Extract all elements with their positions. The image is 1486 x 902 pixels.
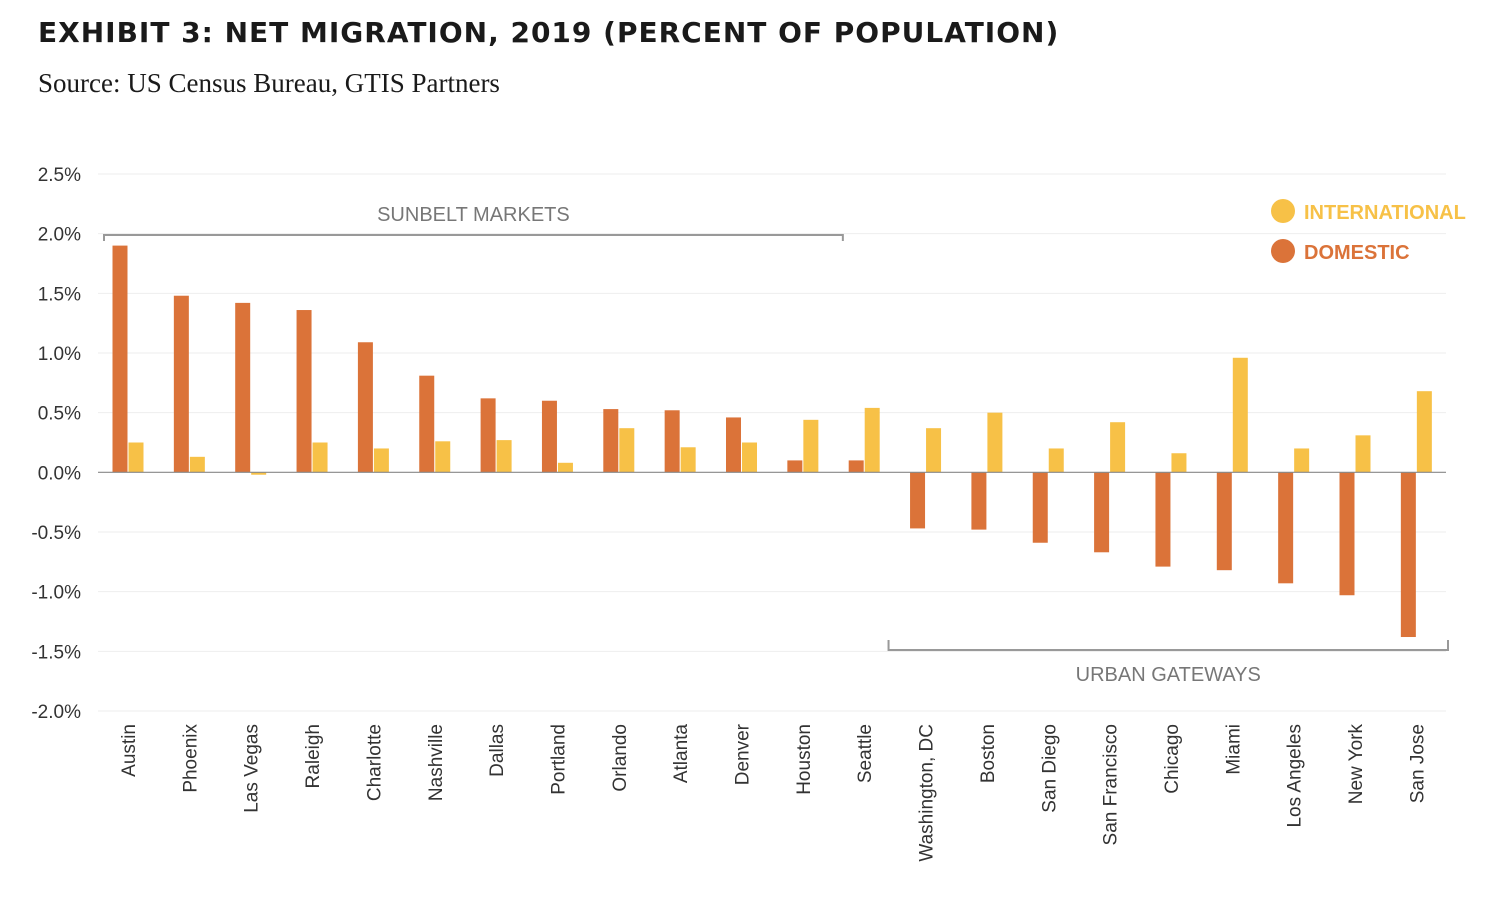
category-label: Denver bbox=[733, 723, 754, 785]
domestic-bar bbox=[296, 310, 312, 473]
legend-swatch bbox=[1271, 199, 1295, 223]
legend-label: DOMESTIC bbox=[1304, 242, 1410, 264]
domestic-bar bbox=[664, 410, 680, 473]
category-label: Dallas bbox=[487, 724, 508, 777]
sunbelt-label: SUNBELT MARKETS bbox=[377, 204, 570, 226]
international-bar bbox=[189, 456, 205, 473]
category-label: Seattle bbox=[855, 724, 876, 783]
international-bar bbox=[1048, 448, 1064, 473]
international-bar bbox=[619, 428, 635, 473]
international-bar bbox=[251, 472, 267, 475]
y-tick-label: -2.0% bbox=[31, 702, 81, 723]
international-bar bbox=[803, 419, 819, 473]
international-bar bbox=[864, 407, 880, 473]
domestic-bar bbox=[1278, 472, 1294, 584]
y-tick-label: -1.0% bbox=[31, 583, 81, 604]
domestic-bar bbox=[419, 375, 435, 473]
y-tick-label: 0.0% bbox=[38, 463, 81, 484]
international-bar bbox=[496, 440, 512, 473]
y-tick-label: 1.0% bbox=[38, 344, 81, 365]
category-label: Orlando bbox=[610, 724, 631, 792]
domestic-bar bbox=[1216, 472, 1232, 571]
domestic-bar bbox=[480, 398, 496, 473]
domestic-bar bbox=[1094, 472, 1110, 553]
category-label: San Francisco bbox=[1101, 724, 1122, 845]
y-tick-label: 1.5% bbox=[38, 284, 81, 305]
domestic-bar bbox=[357, 342, 373, 473]
domestic-bar bbox=[112, 245, 128, 473]
category-label: Atlanta bbox=[671, 724, 692, 784]
urban-gateways-label: URBAN GATEWAYS bbox=[1076, 664, 1261, 686]
domestic-bar bbox=[1400, 472, 1416, 638]
legend-label: INTERNATIONAL bbox=[1304, 202, 1466, 224]
international-bar bbox=[1294, 448, 1310, 473]
category-label: Los Angeles bbox=[1285, 724, 1306, 828]
category-label: Raleigh bbox=[303, 724, 324, 788]
international-bar bbox=[373, 448, 389, 473]
domestic-bar bbox=[910, 472, 926, 529]
international-bar bbox=[987, 412, 1003, 473]
domestic-bar bbox=[726, 417, 741, 473]
y-tick-label: -0.5% bbox=[31, 523, 81, 544]
domestic-bar bbox=[173, 295, 189, 473]
sunbelt-bracket bbox=[103, 234, 844, 241]
domestic-bar bbox=[787, 460, 803, 473]
domestic-bar bbox=[1339, 472, 1355, 596]
international-bar bbox=[1171, 453, 1187, 473]
category-label: Chicago bbox=[1162, 724, 1183, 794]
y-tick-label: 2.0% bbox=[38, 225, 81, 246]
international-bar bbox=[1416, 391, 1432, 473]
international-bar bbox=[557, 462, 573, 473]
category-label: Nashville bbox=[426, 724, 447, 801]
domestic-bar bbox=[603, 409, 619, 473]
international-bar bbox=[1232, 357, 1248, 473]
category-label: Austin bbox=[119, 724, 140, 777]
international-bar bbox=[128, 442, 144, 473]
category-label: Houston bbox=[794, 724, 815, 795]
domestic-bar bbox=[235, 302, 251, 473]
category-label: New York bbox=[1346, 724, 1367, 805]
domestic-bar bbox=[971, 472, 987, 530]
international-bar bbox=[1355, 435, 1371, 473]
category-label: Washington, DC bbox=[917, 724, 938, 862]
international-bar bbox=[1110, 422, 1126, 473]
category-label: Portland bbox=[548, 724, 569, 795]
category-label: Boston bbox=[978, 724, 999, 783]
domestic-bar bbox=[848, 460, 864, 473]
category-label: Charlotte bbox=[364, 724, 385, 801]
international-bar bbox=[312, 442, 328, 473]
category-label: Miami bbox=[1223, 724, 1244, 775]
y-tick-label: 0.5% bbox=[38, 404, 81, 425]
international-bar bbox=[435, 441, 451, 473]
international-bar bbox=[926, 428, 942, 473]
y-tick-label: -1.5% bbox=[31, 642, 81, 663]
domestic-bar bbox=[541, 400, 557, 473]
domestic-bar bbox=[1155, 472, 1171, 567]
urban-gateways-bracket bbox=[887, 640, 1449, 651]
category-label: San Jose bbox=[1407, 724, 1428, 803]
chart-subtitle: Source: US Census Bureau, GTIS Partners bbox=[38, 68, 500, 98]
international-bar bbox=[680, 447, 696, 473]
category-label: Phoenix bbox=[180, 724, 201, 793]
legend-swatch bbox=[1271, 239, 1295, 263]
category-label: San Diego bbox=[1039, 724, 1060, 813]
chart-title: EXHIBIT 3: NET MIGRATION, 2019 (PERCENT … bbox=[38, 16, 1060, 49]
international-bar bbox=[742, 442, 757, 473]
domestic-bar bbox=[1032, 472, 1048, 543]
y-tick-label: 2.5% bbox=[38, 165, 81, 186]
category-label: Las Vegas bbox=[242, 724, 263, 813]
